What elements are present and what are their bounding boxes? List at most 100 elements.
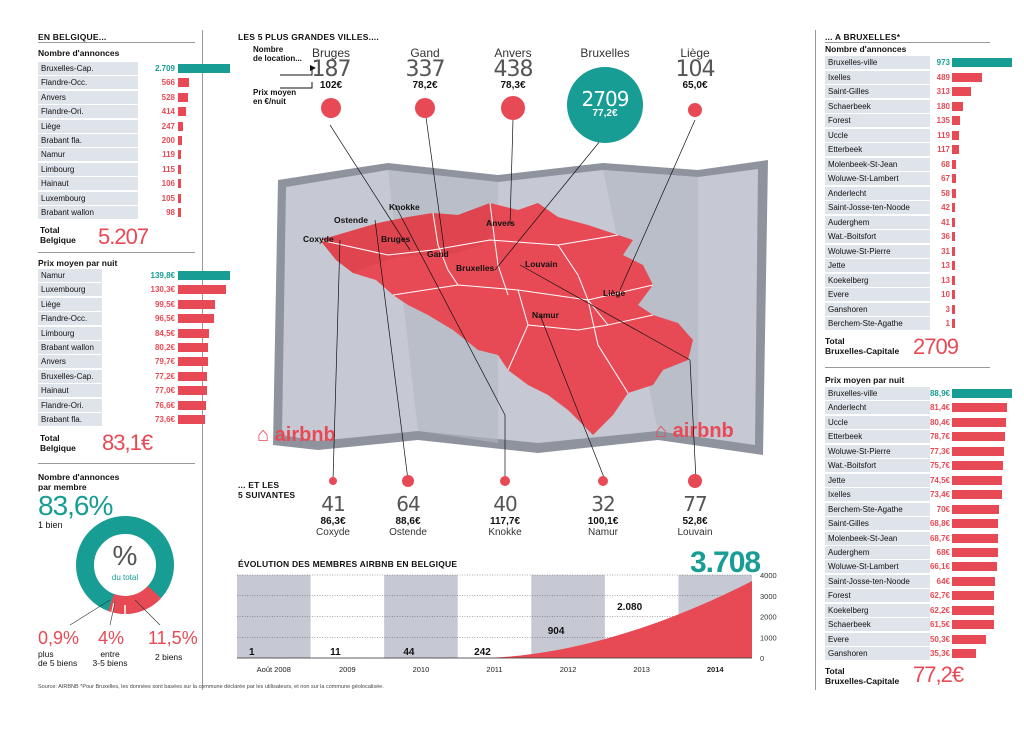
x-tick-label: 2013 — [633, 665, 650, 674]
row-bar — [952, 576, 996, 586]
y-tick-label: 0 — [760, 654, 764, 663]
row-label: Wat.-Boitsfort — [825, 230, 930, 243]
member-a: 0,9% — [38, 628, 80, 648]
city-name: Coxyde — [316, 527, 350, 538]
value-label: 904 — [548, 626, 565, 637]
value-label: 1 — [249, 647, 255, 658]
city-dot — [501, 96, 525, 120]
row-label: Evere — [825, 288, 930, 301]
row-value: 41 — [941, 217, 950, 227]
row-bar — [952, 562, 997, 572]
row-bar — [952, 319, 955, 328]
map-label-namur: Namur — [532, 310, 559, 320]
city-price: 102€ — [319, 80, 343, 91]
belgium-shape — [320, 203, 693, 435]
row-label: Flandre-Ori. — [38, 398, 102, 412]
row-bar — [178, 150, 181, 160]
map-label-knokke: Knokke — [389, 202, 420, 212]
row-value: 98 — [166, 208, 175, 217]
row-value: 139,8€ — [150, 271, 175, 280]
bruxelles-inside: 2709 77,2€ — [570, 89, 640, 119]
row-value: 58 — [941, 188, 950, 198]
row-value: 66,1€ — [929, 562, 950, 572]
row-bar — [952, 290, 955, 299]
row-value: 973 — [936, 58, 950, 67]
row-label: Forest — [825, 114, 930, 127]
member-main-sub: 1 bien — [38, 520, 63, 530]
row-label: Jette — [825, 259, 930, 272]
row-value: 180 — [936, 101, 950, 111]
row-value: 566 — [161, 78, 175, 88]
row-bar — [178, 314, 214, 324]
row-value: 62,7€ — [929, 591, 950, 601]
row-label: Liège — [38, 297, 102, 311]
city-name: Ostende — [389, 527, 427, 538]
legend-price: Prix moyen en €/nuit — [253, 88, 297, 106]
row-bar — [952, 591, 995, 601]
row-value: 13 — [941, 275, 950, 285]
row-value: 130,3€ — [150, 285, 175, 295]
row-value: 73,6€ — [154, 415, 175, 424]
row-value: 96,5€ — [154, 314, 175, 324]
row-label: Woluwe-St-Lambert — [825, 172, 930, 185]
city-name: Knokke — [488, 527, 522, 538]
row-value: 50,3€ — [929, 634, 950, 644]
row-label: Wat.-Boitsfort — [825, 459, 930, 473]
row-value: 489 — [936, 72, 950, 82]
row-bar — [952, 475, 1003, 485]
row-value: 79,7€ — [154, 357, 175, 367]
member-donut — [76, 516, 174, 620]
row-value: 115 — [162, 164, 175, 174]
row-bar — [178, 92, 189, 102]
chart-title: ÉVOLUTION DES MEMBRES AIRBNB EN BELGIQUE — [238, 559, 458, 569]
right-count-total: 2709 — [913, 334, 959, 359]
row-label: Namur — [38, 148, 138, 162]
left-count-title: Nombre d'annonces — [38, 48, 120, 58]
member-b-sub: entre 3-5 biens — [92, 649, 128, 668]
row-bar — [178, 285, 227, 295]
row-bar — [952, 174, 957, 183]
row-value: 68,7€ — [929, 533, 950, 543]
map-label-liege: Liège — [603, 288, 626, 298]
row-bar — [178, 64, 230, 73]
row-value: 74,5€ — [929, 475, 950, 485]
row-value: 247 — [161, 121, 175, 131]
row-label: Molenbeek-St-Jean — [825, 157, 930, 171]
row-bar — [178, 328, 210, 338]
row-bar — [952, 417, 1007, 427]
row-label: Hainaut — [38, 177, 138, 191]
map-label-gand: Gand — [427, 249, 449, 259]
member-b: 4% — [98, 628, 125, 648]
row-label: Flandre-Ori. — [38, 105, 138, 119]
row-label: Ixelles — [825, 70, 930, 84]
row-label: Flandre-Occ. — [38, 312, 102, 326]
city-price: 52,8€ — [682, 516, 708, 527]
city-dot — [329, 477, 337, 485]
row-bar — [178, 271, 230, 280]
city-block: Bruxelles — [570, 46, 640, 60]
legend-count: Nombre de location... — [253, 45, 302, 63]
city-price: 117,7€ — [489, 516, 521, 527]
value-label: 242 — [474, 647, 491, 658]
member-a-sub: plus de 5 biens — [38, 649, 78, 668]
row-label: Woluwe-St-Pierre — [825, 444, 930, 458]
city-dot — [500, 476, 510, 486]
city-dot — [415, 98, 435, 118]
map-label-ostende: Ostende — [334, 215, 369, 225]
center-header: LES 5 PLUS GRANDES VILLES.... — [238, 32, 379, 42]
row-label: Etterbeek — [825, 143, 930, 156]
row-bar — [952, 446, 1005, 456]
row-bar — [952, 58, 1012, 67]
city-count: 337 — [405, 57, 446, 82]
row-value: 77,2€ — [154, 371, 175, 381]
right-price-total-label: Total Bruxelles-Capitale — [825, 666, 900, 686]
row-value: 35,3€ — [929, 649, 950, 659]
city-block: Bruges 187 102€ — [296, 46, 366, 91]
row-bar — [178, 193, 181, 203]
row-bar — [952, 275, 955, 285]
city-name: Louvain — [677, 527, 713, 538]
row-value: 13 — [941, 261, 950, 270]
row-bar — [178, 78, 189, 88]
row-label: Namur — [38, 269, 102, 282]
